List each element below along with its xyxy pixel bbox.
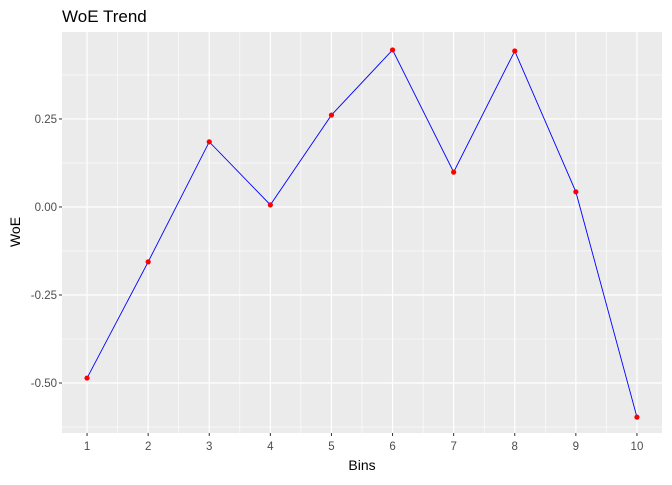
x-tick-label: 7 [450, 441, 456, 453]
y-axis: 0.25 0.00 -0.25 -0.50 [31, 114, 62, 390]
x-tick-label: 1 [84, 441, 90, 453]
x-tick-label: 6 [389, 441, 395, 453]
data-point [512, 48, 518, 54]
data-point [328, 112, 335, 118]
series-line [86, 49, 638, 418]
y-tick-label: -0.25 [31, 290, 57, 302]
y-tick-label: 0.25 [35, 114, 57, 126]
x-tick-label: 4 [267, 441, 274, 453]
x-tick-label: 8 [512, 441, 518, 453]
chart-title: WoE Trend [62, 7, 147, 26]
x-tick-label: 9 [573, 441, 579, 453]
y-tick-label: 0.00 [35, 202, 57, 214]
data-point [267, 202, 273, 208]
major-gridlines [62, 32, 662, 433]
data-point [451, 169, 457, 175]
x-tick-label: 2 [145, 441, 151, 453]
x-axis: 1 2 3 4 5 6 7 8 9 10 [84, 433, 643, 453]
data-point [634, 414, 640, 420]
x-tick-label: 3 [206, 441, 212, 453]
data-point [206, 139, 212, 145]
minor-gridlines [62, 32, 662, 433]
data-point [84, 375, 90, 381]
x-tick-label: 5 [328, 441, 334, 453]
y-tick-label: -0.50 [31, 378, 57, 390]
x-axis-label: Bins [348, 457, 375, 473]
x-tick-label: 10 [631, 441, 644, 453]
data-point [145, 259, 151, 265]
woe-line [86, 49, 638, 418]
data-point [573, 189, 579, 195]
y-axis-label: WoE [7, 217, 23, 247]
data-point [389, 47, 396, 53]
series-points [84, 47, 640, 420]
